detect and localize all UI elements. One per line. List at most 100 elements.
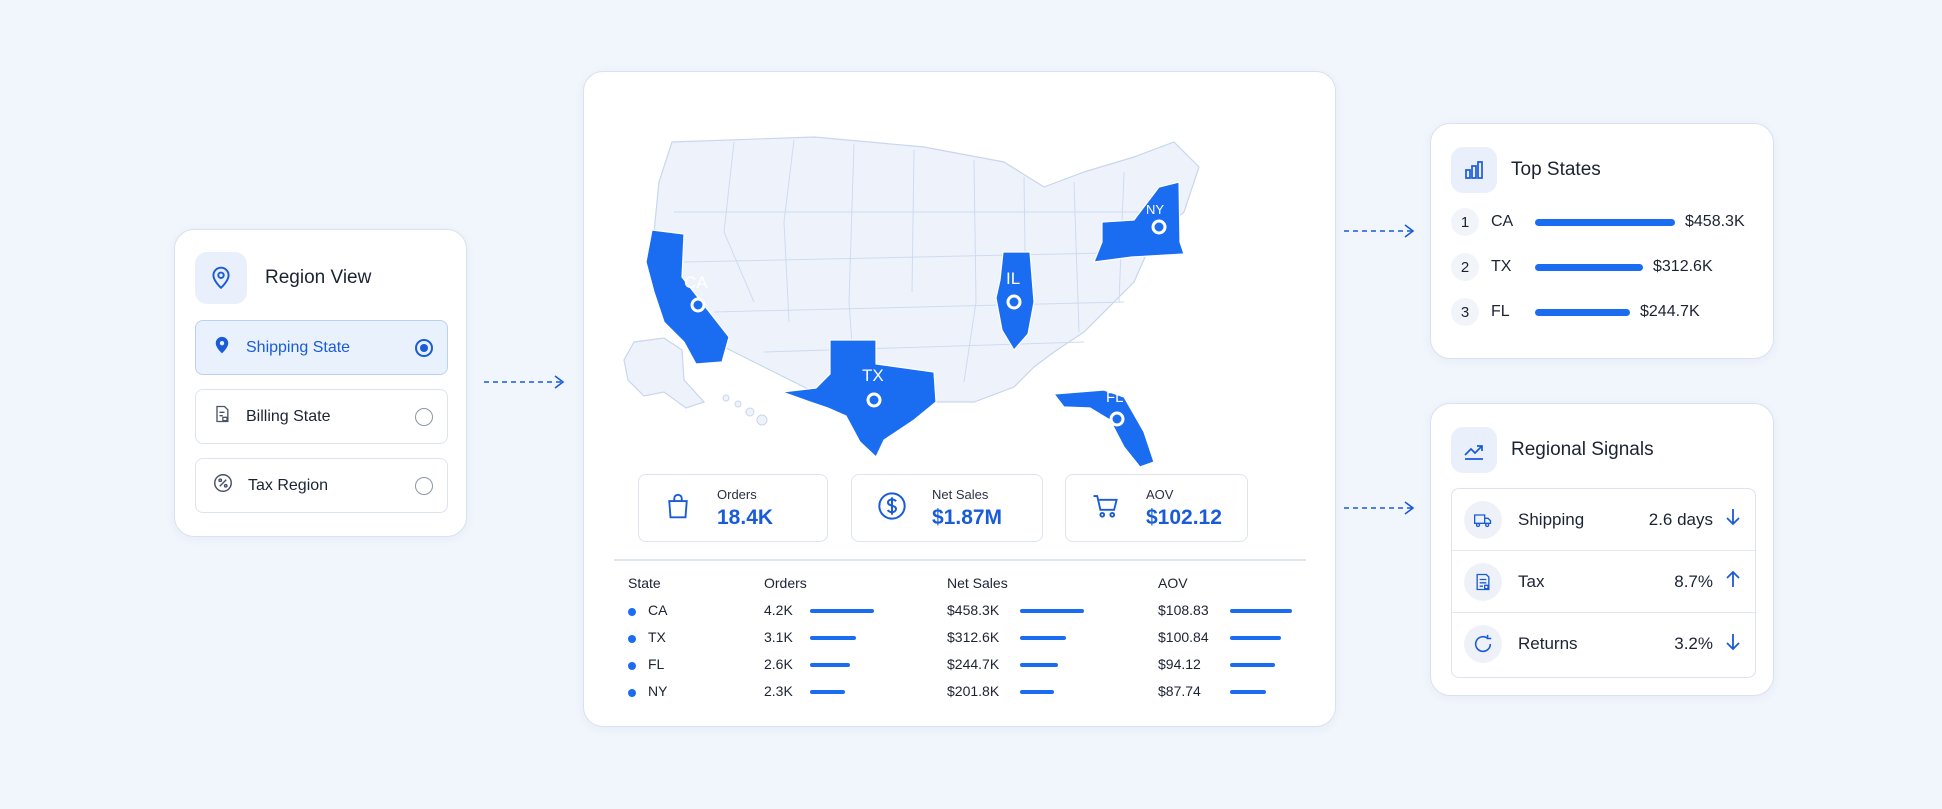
signal-label: Shipping (1518, 509, 1585, 529)
cell-orders: 2.3K (764, 683, 793, 699)
option-billing-state[interactable]: Billing State (195, 389, 448, 444)
option-tax-region[interactable]: Tax Region (195, 458, 448, 513)
map-marker-il[interactable] (1006, 294, 1022, 310)
cell-state[interactable]: FL (648, 656, 665, 672)
net-sales-bar (1020, 609, 1084, 613)
map-hawaii (722, 394, 768, 426)
top-states-header: Top States (1451, 144, 1753, 196)
signal-value: 2.6 days (1648, 509, 1713, 529)
option-label: Tax Region (248, 476, 329, 494)
kpi-value: $1.87M (932, 505, 1003, 529)
state-california (645, 229, 730, 365)
connector-arrow (484, 375, 565, 389)
region-view-title: Region View (265, 267, 372, 288)
signal-label: Tax (1518, 571, 1545, 591)
map-marker-ny[interactable] (1151, 219, 1167, 235)
cell-aov: $108.83 (1158, 602, 1209, 618)
net-sales-bar (1020, 636, 1066, 640)
map-marker-tx[interactable] (866, 392, 882, 408)
rank-value: $458.3K (1685, 213, 1745, 230)
option-shipping-state[interactable]: Shipping State (195, 320, 448, 375)
state-new-york (1093, 181, 1185, 263)
kpi-net-sales[interactable]: Net Sales $1.87M (851, 474, 1043, 542)
arrow-down-icon (1725, 632, 1741, 657)
rank-bar (1535, 263, 1643, 271)
map-label-il: IL (1006, 269, 1020, 288)
kpi-label: Net Sales (932, 486, 989, 502)
aov-bar (1230, 663, 1275, 667)
top-states-title: Top States (1511, 159, 1601, 180)
kpi-aov[interactable]: AOV $102.12 (1065, 474, 1248, 542)
connector-arrow (1344, 224, 1415, 238)
shopping-bag-icon (663, 490, 693, 527)
kpi-value: 18.4K (717, 505, 774, 529)
row-dot (628, 689, 636, 697)
regional-signals-card: Regional Signals Shipping 2.6 days (1430, 403, 1774, 696)
region-view-card: Region View Shipping State Billing State (174, 229, 467, 537)
location-pin-icon (212, 334, 232, 361)
signal-row-returns[interactable]: Returns 3.2% (1452, 613, 1755, 675)
rank-state: TX (1491, 258, 1512, 275)
table-divider (614, 559, 1306, 561)
map-marker-fl[interactable] (1109, 411, 1125, 427)
cell-orders: 2.6K (764, 656, 793, 672)
state-texas (781, 339, 937, 459)
map-marker-ca[interactable] (690, 297, 706, 313)
tax-region-radio[interactable] (415, 476, 433, 495)
cell-state[interactable]: NY (648, 683, 668, 699)
location-pin-icon (195, 252, 247, 304)
signal-row-tax[interactable]: Tax 8.7% (1452, 551, 1755, 613)
top-state-row[interactable]: 1 CA $458.3K (1451, 208, 1761, 236)
signal-value: 8.7% (1674, 571, 1713, 591)
cell-state[interactable]: TX (648, 629, 666, 645)
receipt-icon (1464, 562, 1502, 601)
connector-arrow (1344, 501, 1415, 515)
top-state-row[interactable]: 3 FL $244.7K (1451, 298, 1761, 326)
option-label: Billing State (246, 407, 331, 425)
signal-row-shipping[interactable]: Shipping 2.6 days (1452, 489, 1755, 551)
map-alaska (623, 337, 706, 409)
orders-bar (810, 636, 856, 640)
signal-label: Returns (1518, 634, 1578, 653)
option-label: Shipping State (246, 338, 351, 356)
map-label-fl: FL (1106, 389, 1124, 406)
col-header-orders[interactable]: Orders (764, 575, 807, 591)
aov-bar (1230, 609, 1292, 613)
kpi-orders[interactable]: Orders 18.4K (638, 474, 828, 542)
cell-aov: $100.84 (1158, 629, 1209, 645)
kpi-value: $102.12 (1146, 505, 1222, 529)
net-sales-bar (1020, 690, 1054, 694)
cell-aov: $87.74 (1158, 683, 1201, 699)
rank-bar (1535, 218, 1675, 226)
rank-value: $244.7K (1640, 303, 1700, 320)
signals-list: Shipping 2.6 days Tax 8.7% (1451, 488, 1756, 678)
truck-icon (1464, 500, 1502, 539)
billing-state-radio[interactable] (415, 407, 433, 426)
shipping-state-radio[interactable] (415, 338, 433, 357)
row-dot (628, 635, 636, 643)
cell-net-sales: $312.6K (947, 629, 1000, 645)
signal-value: 3.2% (1674, 634, 1713, 653)
row-dot (628, 608, 636, 616)
top-state-row[interactable]: 2 TX $312.6K (1451, 253, 1761, 281)
aov-bar (1230, 636, 1281, 640)
kpi-label: Orders (717, 486, 757, 502)
row-dot (628, 662, 636, 670)
top-states-card: Top States 1 CA $458.3K 2 TX $312.6K 3 FL $244.7… (1430, 123, 1774, 359)
trend-line-icon (1451, 427, 1497, 473)
map-label-ny: NY (1146, 202, 1164, 217)
us-map[interactable]: CA TX IL FL NY (614, 102, 1314, 472)
rank-state: FL (1491, 303, 1510, 320)
col-header-state[interactable]: State (628, 575, 661, 591)
cell-orders: 3.1K (764, 629, 793, 645)
cell-aov: $94.12 (1158, 656, 1201, 672)
cell-net-sales: $458.3K (947, 602, 1000, 618)
net-sales-bar (1020, 663, 1058, 667)
col-header-net-sales[interactable]: Net Sales (947, 575, 1008, 591)
col-header-aov[interactable]: AOV (1158, 575, 1188, 591)
regional-signals-title: Regional Signals (1511, 439, 1654, 460)
rank-number: 2 (1451, 253, 1479, 281)
cell-net-sales: $201.8K (947, 683, 1000, 699)
region-view-header: Region View (195, 252, 446, 304)
cell-state[interactable]: CA (648, 602, 668, 618)
